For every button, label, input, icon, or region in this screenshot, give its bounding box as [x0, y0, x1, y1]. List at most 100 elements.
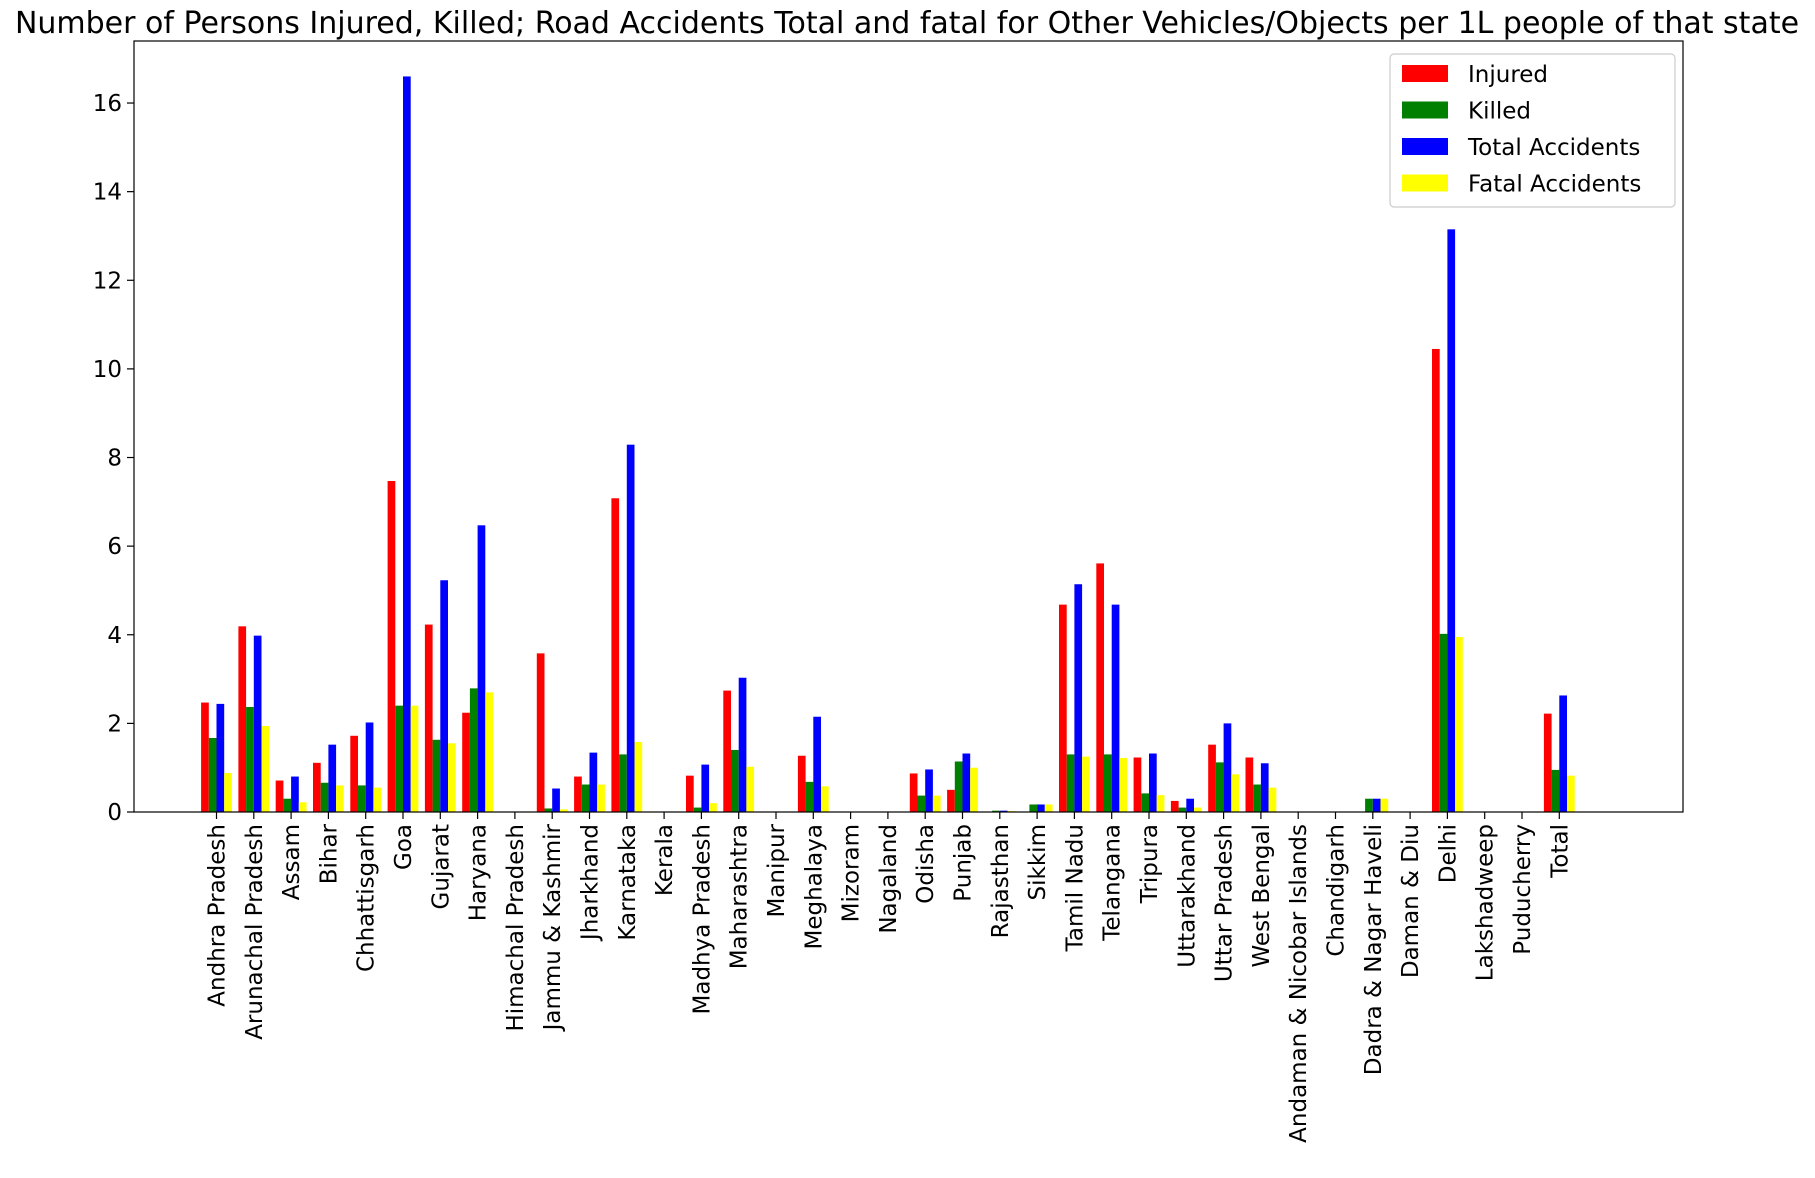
bar-injured-33	[1432, 348, 1440, 812]
y-tick-label: 14	[93, 180, 122, 206]
bar-total-accidents-2	[291, 776, 299, 812]
bar-total-accidents-6	[440, 580, 448, 812]
bar-fatal-accidents-5	[410, 705, 419, 812]
y-tick-label: 6	[107, 534, 122, 560]
x-tick-label: Andaman & Nicobar Islands	[1286, 824, 1312, 1143]
x-tick-label: Puducherry	[1510, 824, 1536, 955]
bar-killed-31	[1365, 798, 1373, 812]
x-tick-label: Rajasthan	[988, 824, 1014, 938]
x-tick-label: Odisha	[913, 824, 939, 904]
y-tick-label: 2	[107, 711, 122, 737]
x-tick-label: Dadra & Nagar Haveli	[1361, 824, 1387, 1075]
x-tick-label: Arunachal Pradesh	[242, 824, 268, 1040]
x-tick-label: Andhra Pradesh	[205, 824, 231, 1007]
bars	[201, 76, 1575, 812]
bar-fatal-accidents-2	[298, 802, 307, 812]
bar-total-accidents-26	[1186, 798, 1194, 812]
x-tick-label: West Bengal	[1249, 824, 1275, 967]
bar-fatal-accidents-26	[1194, 807, 1202, 812]
bar-killed-28	[1253, 784, 1261, 812]
x-tick-label: Manipur	[764, 823, 790, 917]
bar-killed-33	[1439, 633, 1448, 812]
bar-fatal-accidents-16	[821, 786, 829, 812]
bar-killed-2	[283, 798, 292, 812]
bar-total-accidents-1	[253, 635, 262, 812]
bar-total-accidents-11	[626, 444, 635, 812]
y-tick-label: 4	[107, 623, 122, 649]
bar-injured-23	[1059, 604, 1067, 812]
bar-injured-2	[275, 780, 284, 812]
x-tick-label: Meghalaya	[801, 824, 827, 949]
bar-killed-25	[1141, 793, 1149, 812]
bar-total-accidents-4	[365, 722, 374, 812]
bar-injured-3	[313, 762, 321, 812]
x-tick-label: Uttar Pradesh	[1212, 824, 1238, 982]
series-injured	[201, 348, 1552, 812]
x-tick-label: Tripura	[1137, 824, 1163, 904]
y-tick-label: 8	[107, 446, 122, 472]
bar-injured-10	[574, 776, 582, 812]
bar-fatal-accidents-33	[1455, 636, 1463, 812]
x-tick-label: Assam	[279, 824, 305, 900]
bar-total-accidents-28	[1260, 763, 1269, 812]
x-tick-label: Karnataka	[615, 824, 641, 941]
bar-fatal-accidents-3	[336, 785, 344, 812]
bar-killed-26	[1178, 807, 1187, 812]
bar-total-accidents-13	[701, 764, 710, 812]
x-tick-label: Bihar	[316, 823, 342, 884]
bar-injured-13	[686, 775, 694, 812]
bar-fatal-accidents-7	[485, 692, 493, 812]
chart-title: Number of Persons Injured, Killed; Road …	[15, 6, 1799, 41]
bar-killed-11	[619, 754, 627, 812]
x-tick-label: Kerala	[652, 824, 678, 896]
x-tick-label: Haryana	[466, 824, 492, 921]
bar-total-accidents-36	[1559, 695, 1567, 812]
bar-injured-4	[350, 735, 358, 812]
bar-fatal-accidents-13	[709, 803, 717, 812]
x-tick-label: Daman & Diu	[1398, 824, 1424, 978]
bar-killed-23	[1066, 754, 1075, 812]
x-tick-label: Mizoram	[839, 824, 865, 922]
x-tick-label: Telangana	[1100, 824, 1126, 942]
bar-killed-16	[805, 781, 814, 812]
x-tick-label: Jammu & Kashmir	[540, 823, 566, 1032]
series-total-accidents	[216, 76, 1567, 812]
bar-total-accidents-33	[1447, 229, 1456, 812]
bar-fatal-accidents-4	[373, 787, 382, 812]
bar-fatal-accidents-10	[597, 784, 605, 812]
bar-total-accidents-9	[552, 788, 560, 812]
legend-swatch	[1402, 101, 1448, 119]
bar-injured-9	[536, 653, 545, 812]
x-tick-label: Chhattisgarh	[354, 824, 380, 972]
bar-killed-21	[992, 810, 1000, 812]
legend-swatch	[1402, 174, 1448, 192]
x-tick-label: Madhya Pradesh	[689, 824, 715, 1014]
bar-injured-14	[723, 690, 731, 812]
bar-fatal-accidents-9	[559, 809, 568, 812]
bar-injured-5	[387, 481, 396, 812]
legend: Injured Killed Total Accidents Fatal Accide…	[1389, 53, 1676, 208]
x-tick-label: Himachal Pradesh	[503, 824, 529, 1032]
bar-killed-4	[358, 785, 366, 812]
bar-fatal-accidents-19	[932, 795, 941, 812]
bar-killed-27	[1215, 762, 1224, 812]
bar-killed-20	[954, 761, 963, 812]
bar-injured-24	[1096, 563, 1104, 812]
bar-injured-20	[947, 789, 955, 812]
series-killed	[208, 633, 1560, 812]
x-tick-label: Gujarat	[428, 824, 454, 909]
legend-label: Injured	[1468, 62, 1548, 88]
bar-killed-3	[320, 782, 329, 812]
bar-total-accidents-24	[1111, 604, 1120, 812]
bar-total-accidents-19	[925, 769, 933, 812]
x-tick-label: Delhi	[1435, 824, 1461, 883]
bar-injured-25	[1133, 757, 1142, 812]
bar-total-accidents-7	[477, 525, 486, 812]
bar-fatal-accidents-6	[448, 743, 456, 812]
bar-fatal-accidents-27	[1231, 774, 1239, 812]
bar-killed-7	[469, 688, 478, 812]
bar-injured-1	[238, 626, 247, 812]
legend-label: Total Accidents	[1467, 135, 1640, 161]
bar-fatal-accidents-36	[1567, 775, 1575, 812]
